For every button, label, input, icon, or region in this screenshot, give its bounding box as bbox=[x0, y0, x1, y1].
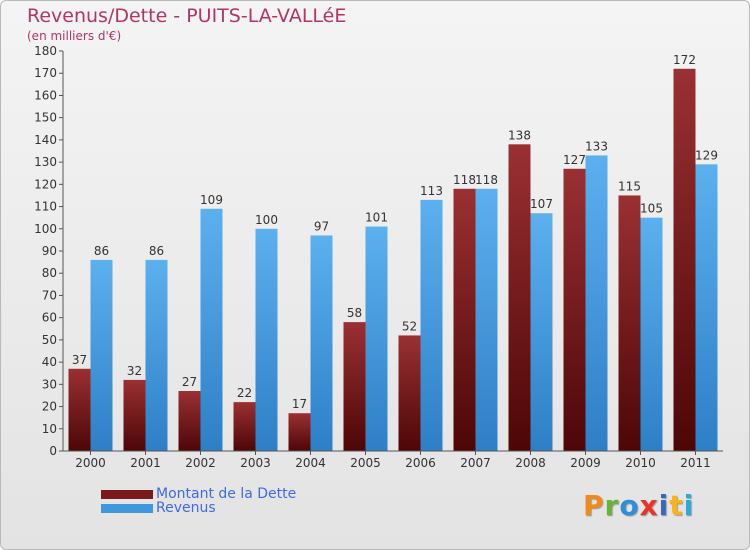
logo-letter: P bbox=[583, 489, 605, 522]
x-tick-label: 2003 bbox=[240, 456, 271, 470]
bar-revenus bbox=[475, 188, 498, 451]
bar-revenus bbox=[365, 226, 388, 451]
y-tick-label: 30 bbox=[42, 377, 57, 391]
data-label-revenus: 109 bbox=[200, 193, 223, 207]
data-label-revenus: 107 bbox=[530, 197, 553, 211]
data-label-dette: 172 bbox=[673, 53, 696, 67]
bar-revenus bbox=[585, 155, 608, 451]
bar-dette bbox=[178, 391, 201, 451]
legend-label-revenus: Revenus bbox=[156, 500, 216, 516]
bar-dette bbox=[618, 195, 641, 451]
y-tick-label: 70 bbox=[42, 288, 57, 302]
y-tick-label: 110 bbox=[34, 200, 57, 214]
y-tick-label: 140 bbox=[34, 133, 57, 147]
data-label-dette: 32 bbox=[127, 364, 142, 378]
bar-dette bbox=[563, 168, 586, 451]
bar-revenus bbox=[200, 208, 223, 451]
x-tick-label: 2011 bbox=[680, 456, 711, 470]
logo-letter: i bbox=[683, 489, 695, 522]
data-label-dette: 52 bbox=[402, 319, 417, 333]
data-label-dette: 118 bbox=[453, 173, 476, 187]
data-label-revenus: 113 bbox=[420, 184, 443, 198]
x-tick-label: 2004 bbox=[295, 456, 326, 470]
data-label-revenus: 129 bbox=[695, 148, 718, 162]
data-label-revenus: 86 bbox=[94, 244, 109, 258]
data-label-dette: 27 bbox=[182, 375, 197, 389]
bar-revenus bbox=[640, 217, 663, 451]
data-label-revenus: 97 bbox=[314, 219, 329, 233]
bar-revenus bbox=[255, 228, 278, 451]
bar-dette bbox=[233, 402, 256, 451]
logo-letter: i bbox=[658, 489, 670, 522]
bar-revenus bbox=[420, 199, 443, 451]
legend-swatch-dette bbox=[101, 490, 153, 499]
data-label-dette: 58 bbox=[347, 306, 362, 320]
x-tick-label: 2005 bbox=[350, 456, 381, 470]
y-tick-label: 160 bbox=[34, 88, 57, 102]
logo-letter: o bbox=[619, 489, 640, 522]
data-label-revenus: 105 bbox=[640, 202, 663, 216]
bar-dette bbox=[508, 144, 531, 452]
x-tick-label: 2000 bbox=[75, 456, 106, 470]
bar-dette bbox=[123, 379, 146, 451]
data-label-revenus: 101 bbox=[365, 211, 388, 225]
data-label-revenus: 100 bbox=[255, 213, 278, 227]
bar-dette bbox=[453, 188, 476, 451]
y-tick-label: 100 bbox=[34, 222, 57, 236]
y-tick-label: 80 bbox=[42, 266, 57, 280]
data-label-dette: 17 bbox=[292, 397, 307, 411]
proxiti-logo: Proxiti bbox=[583, 489, 694, 522]
data-label-revenus: 86 bbox=[149, 244, 164, 258]
x-tick-label: 2006 bbox=[405, 456, 436, 470]
y-tick-label: 50 bbox=[42, 333, 57, 347]
data-label-revenus: 133 bbox=[585, 139, 608, 153]
y-tick-label: 130 bbox=[34, 155, 57, 169]
bar-dette bbox=[343, 322, 366, 451]
y-tick-label: 150 bbox=[34, 111, 57, 125]
bar-revenus bbox=[145, 259, 168, 451]
y-tick-label: 180 bbox=[34, 44, 57, 58]
y-tick-label: 90 bbox=[42, 244, 57, 258]
y-tick-label: 60 bbox=[42, 311, 57, 325]
chart-title: Revenus/Dette - PUITS-LA-VALLéE bbox=[27, 5, 347, 27]
bar-revenus bbox=[90, 259, 113, 451]
bar-revenus bbox=[530, 213, 553, 451]
data-label-dette: 22 bbox=[237, 386, 252, 400]
legend-label-dette: Montant de la Dette bbox=[156, 486, 297, 502]
y-tick-label: 170 bbox=[34, 66, 57, 80]
y-tick-label: 40 bbox=[42, 355, 57, 369]
bar-dette bbox=[68, 368, 91, 451]
x-tick-label: 2001 bbox=[130, 456, 161, 470]
bar-dette bbox=[398, 335, 421, 451]
x-tick-label: 2007 bbox=[460, 456, 491, 470]
bar-dette bbox=[673, 68, 696, 452]
logo-letter: t bbox=[669, 489, 684, 522]
logo-letter: x bbox=[639, 489, 659, 522]
y-tick-label: 20 bbox=[42, 400, 57, 414]
data-label-dette: 115 bbox=[618, 179, 641, 193]
legend-swatch-revenus bbox=[101, 504, 153, 513]
bar-dette bbox=[288, 413, 311, 451]
x-tick-label: 2010 bbox=[625, 456, 656, 470]
y-tick-label: 120 bbox=[34, 177, 57, 191]
x-tick-label: 2009 bbox=[570, 456, 601, 470]
x-tick-label: 2002 bbox=[185, 456, 216, 470]
bar-revenus bbox=[310, 235, 333, 451]
y-tick-label: 0 bbox=[49, 444, 57, 458]
logo-letter: r bbox=[604, 489, 620, 522]
data-label-dette: 138 bbox=[508, 128, 531, 142]
data-label-dette: 127 bbox=[563, 153, 586, 167]
x-tick-label: 2008 bbox=[515, 456, 546, 470]
bar-revenus bbox=[695, 164, 718, 452]
chart-unit-label: (en milliers d'€) bbox=[27, 29, 122, 43]
data-label-dette: 37 bbox=[72, 353, 87, 367]
y-tick-label: 10 bbox=[42, 422, 57, 436]
data-label-revenus: 118 bbox=[475, 173, 498, 187]
